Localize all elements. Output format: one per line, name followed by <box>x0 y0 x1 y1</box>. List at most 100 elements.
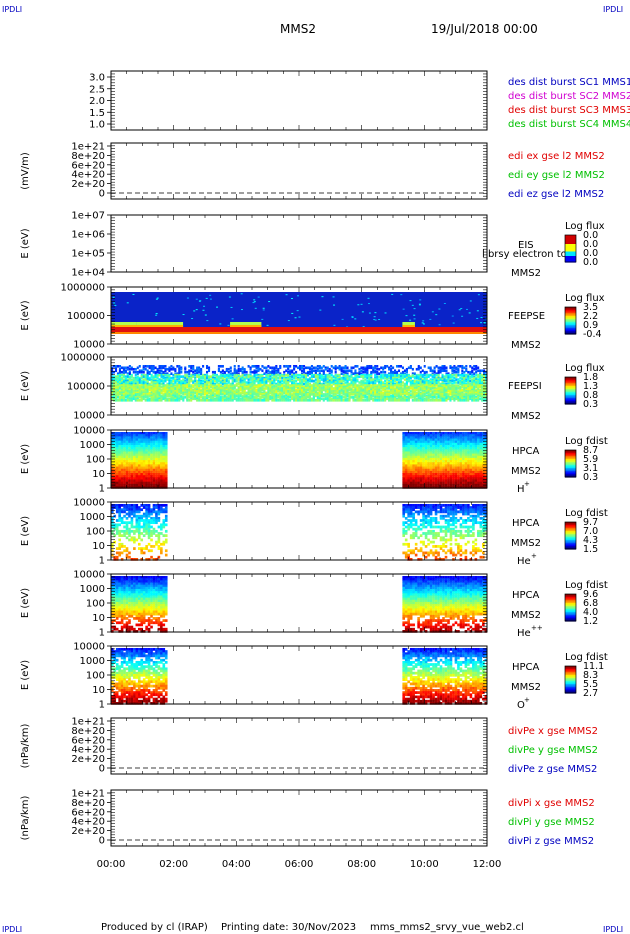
panel6-ylabel: E (eV) <box>20 444 31 474</box>
panel3-colorbar-title: Log flux <box>565 221 605 232</box>
panel6-chart: 10000 1000 100 10 1 E (eV) HPCA MMS2 H + Log fdist… <box>20 426 608 496</box>
panel8-ytick-label: 1000 <box>80 584 105 595</box>
panel4-ticks <box>110 286 488 345</box>
panel7-chart: 10000 1000 100 10 1 E (eV) HPCA MMS2 He + Log fdis… <box>20 498 608 568</box>
panel3-ytick-label: 1e+04 <box>71 268 105 279</box>
panel7-ticks <box>110 501 488 561</box>
panel10-legend-entry: divPe x gse MMS2 <box>508 726 598 737</box>
panel9-species-label: O <box>517 700 525 711</box>
panel9-colorbar-tick: 2.7 <box>583 688 598 699</box>
panel8-ytick-label: 100 <box>86 599 105 610</box>
panel9-colorbar <box>564 665 577 694</box>
panel11-frame <box>110 789 488 847</box>
footer-filename: mms_mms2_srvy_vue_web2.cl <box>370 922 524 933</box>
panel1-ytick-label: 2.0 <box>89 96 105 107</box>
panel7-colorbar <box>564 521 577 550</box>
panel3-ytick-label: 1e+06 <box>71 230 105 241</box>
panel6-ytick-label: 1000 <box>80 440 105 451</box>
panel8-spectrogram <box>111 576 488 633</box>
panel6-instrument-label: HPCA <box>512 446 540 457</box>
corner-label-bottom-left: IPDLI <box>2 925 22 934</box>
panel6-ytick-label: 10 <box>92 469 105 480</box>
panel6-spectrogram <box>111 432 488 489</box>
panel8-species-label: He <box>517 628 531 639</box>
panel3-colorbar-tick: 0.0 <box>583 239 598 250</box>
panel5-spectrogram <box>111 365 488 402</box>
panel9-ytick-label: 1 <box>99 700 105 711</box>
footer-produced-by: Produced by cl (IRAP) <box>101 922 208 933</box>
corner-label-top-left: IPDLI <box>2 5 22 14</box>
panel7-colorbar-tick: 7.0 <box>583 526 598 537</box>
panel8-instrument-sub: MMS2 <box>511 610 541 621</box>
panel9-chart: 10000 1000 100 10 1 E (eV) HPCA MMS2 O + Log fdist… <box>20 642 608 712</box>
panel9-colorbar-tick: 11.1 <box>583 661 604 672</box>
panel6-ytick-label: 10000 <box>73 426 105 437</box>
panel4-ytick-label: 100000 <box>67 311 105 322</box>
panel1-chart: 3.02.52.01.51.0 des dist burst SC1 MMS1 de… <box>89 70 630 131</box>
panel11-ticks <box>110 789 488 847</box>
panel4-colorbar <box>564 306 577 335</box>
panel1-legend-entry: des dist burst SC2 MMS2 <box>508 91 630 102</box>
panel5-colorbar <box>564 376 577 405</box>
panel6-colorbar-tick: 3.1 <box>583 463 598 474</box>
panel5-ytick-label: 100000 <box>67 382 105 393</box>
time-tick-label: 04:00 <box>222 859 251 870</box>
panel7-ytick-label: 10000 <box>73 498 105 509</box>
panel1-ytick-label: 3.0 <box>89 73 105 84</box>
panel8-colorbar-tick: 4.0 <box>583 607 598 618</box>
panel11-legend-entry: divPi z gse MMS2 <box>508 836 594 847</box>
panel3-colorbar-tick: 0.0 <box>583 257 598 268</box>
panel6-colorbar-tick: 0.3 <box>583 472 598 483</box>
panel9-ytick-label: 10000 <box>73 642 105 653</box>
panel10-ytick-label: 4e+20 <box>71 745 105 756</box>
panel7-instrument-label: HPCA <box>512 518 540 529</box>
panel4-ytick-label: 10000 <box>73 340 105 351</box>
panel8-colorbar-tick: 1.2 <box>583 616 598 627</box>
panel4-colorbar-title: Log flux <box>565 293 605 304</box>
panel4-spectrogram <box>111 292 488 334</box>
time-axis: 00:00 02:00 04:00 06:00 08:00 10:00 12:00 <box>97 859 502 870</box>
panel6-ytick-label: 100 <box>86 455 105 466</box>
panel3-instrument-sub: MMS2 <box>511 268 541 279</box>
footer-printing-date: Printing date: 30/Nov/2023 <box>221 922 356 933</box>
panel7-colorbar-title: Log fdist <box>565 508 608 519</box>
panel5-ytick-label: 1000000 <box>60 353 105 364</box>
panel3-frame <box>110 214 488 273</box>
panel9-ytick-label: 10 <box>92 685 105 696</box>
panel5-colorbar-tick: 1.8 <box>583 372 598 383</box>
panel1-legend-entry: des dist burst SC4 MMS4 <box>508 119 630 130</box>
panel4-colorbar-tick: -0.4 <box>583 329 602 340</box>
panel9-instrument-label: HPCA <box>512 662 540 673</box>
panel9-colorbar-tick: 5.5 <box>583 679 598 690</box>
panel3-overlay-label: l brsy electron to <box>482 249 567 260</box>
panel2-ticks <box>110 142 488 200</box>
panel6-colorbar <box>564 449 577 478</box>
spacecraft-title: MMS2 <box>280 22 316 36</box>
panel8-colorbar-title: Log fdist <box>565 580 608 591</box>
panel8-ytick-label: 10000 <box>73 570 105 581</box>
panel5-colorbar-title: Log flux <box>565 363 605 374</box>
panel5-ylabel: E (eV) <box>20 371 31 401</box>
panel6-colorbar-tick: 8.7 <box>583 445 598 456</box>
panel4-ytick-label: 1000000 <box>60 283 105 294</box>
panel1-legend-entry: des dist burst SC3 MMS3 <box>508 105 630 116</box>
panel7-colorbar-tick: 1.5 <box>583 544 598 555</box>
panel10-legend-entry: divPe z gse MMS2 <box>508 764 597 775</box>
panel2-ytick-label: 0 <box>99 189 105 200</box>
panel9-ytick-label: 1000 <box>80 656 105 667</box>
panel1-ytick-label: 1.0 <box>89 120 105 131</box>
panel4-chart: 1000000 100000 10000 E (eV) FEEPSE MMS2 Log fl… <box>20 283 605 352</box>
time-tick-label: 00:00 <box>97 859 126 870</box>
panel11-ytick-label: 0 <box>99 836 105 847</box>
time-tick-label: 08:00 <box>347 859 376 870</box>
panel7-ytick-label: 100 <box>86 527 105 538</box>
panel2-frame <box>110 142 488 200</box>
date-title: 19/Jul/2018 00:00 <box>431 22 538 36</box>
panel2-ytick-label: 1e+21 <box>71 142 105 153</box>
panel5-instrument-label: FEEPSI <box>508 381 542 392</box>
panel7-species-sup: + <box>531 552 537 560</box>
panel8-species-sup: ++ <box>531 624 543 632</box>
